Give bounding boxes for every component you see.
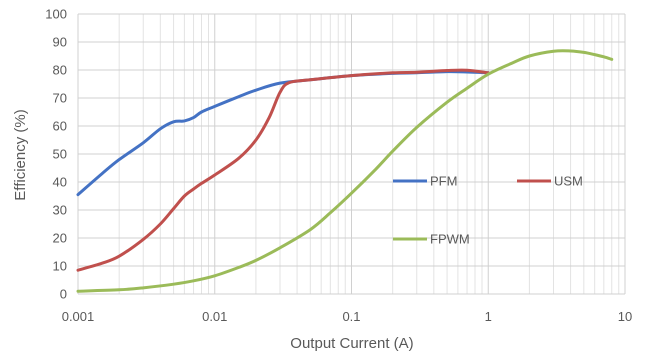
y-tick-label: 90	[53, 35, 67, 50]
series-line-usm	[76, 68, 490, 272]
x-tick-label: 0.001	[62, 309, 95, 324]
series-line-pfm	[76, 70, 490, 197]
series-line-fpwm	[76, 49, 614, 293]
y-tick-label: 60	[53, 119, 67, 134]
x-tick-label: 10	[618, 309, 632, 324]
y-tick-label: 10	[53, 259, 67, 274]
major-gridlines	[77, 13, 626, 295]
x-axis-title: Output Current (A)	[290, 335, 413, 352]
x-tick-label: 1	[485, 309, 492, 324]
legend-label: PFM	[430, 174, 457, 189]
x-tick-labels: 0.001 0.01 0.1 1 10	[62, 309, 633, 324]
y-tick-label: 100	[45, 7, 67, 22]
legend: PFM USM FPWM	[393, 174, 583, 247]
x-tick-label: 0.01	[202, 309, 227, 324]
y-tick-label: 0	[60, 287, 67, 302]
legend-item-pfm: PFM	[393, 174, 457, 189]
y-tick-label: 30	[53, 203, 67, 218]
y-tick-labels: 0 10 20 30 40 50 60 70 80 90 100	[45, 7, 67, 302]
y-tick-label: 40	[53, 175, 67, 190]
series-lines	[76, 49, 614, 293]
y-tick-label: 50	[53, 147, 67, 162]
legend-item-usm: USM	[517, 174, 583, 189]
x-tick-label: 0.1	[342, 309, 360, 324]
y-axis-title: Efficiency (%)	[12, 109, 29, 200]
y-tick-label: 70	[53, 91, 67, 106]
y-tick-label: 20	[53, 231, 67, 246]
legend-label: FPWM	[430, 232, 470, 247]
legend-item-fpwm: FPWM	[393, 232, 470, 247]
y-tick-label: 80	[53, 63, 67, 78]
legend-label: USM	[554, 174, 583, 189]
